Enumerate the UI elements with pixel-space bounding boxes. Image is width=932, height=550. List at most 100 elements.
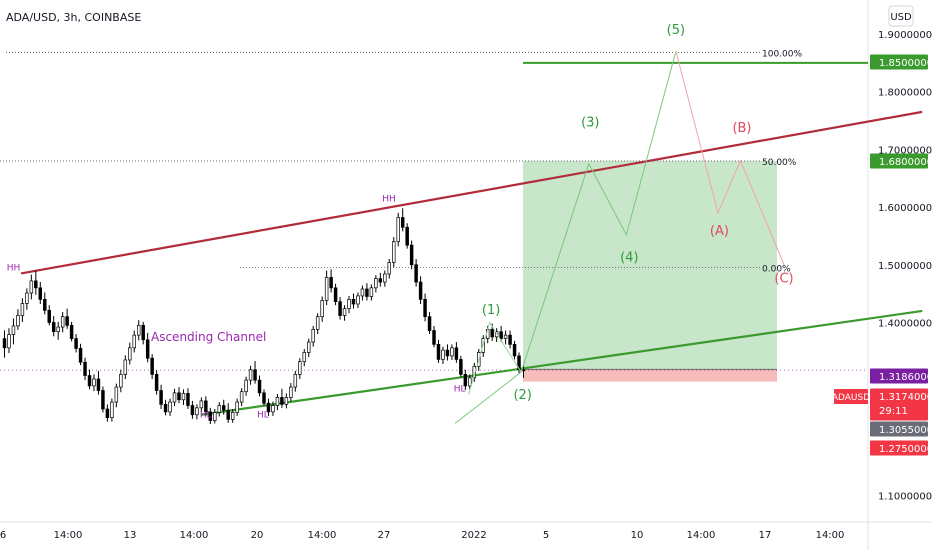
- candle: [150, 354, 154, 379]
- wave-label-5: (A): [710, 224, 729, 239]
- candle: [163, 399, 168, 416]
- candle-body: [145, 339, 150, 359]
- candle-body: [280, 397, 284, 405]
- candle: [315, 313, 320, 334]
- candle: [16, 309, 20, 330]
- candle-body: [257, 379, 262, 394]
- candle-body: [159, 390, 163, 405]
- time-tick-1: 14:00: [54, 530, 83, 541]
- candle-body: [244, 379, 248, 393]
- time-tick-9: 10: [631, 530, 644, 541]
- candle-body: [409, 244, 414, 266]
- candle-body: [396, 217, 400, 243]
- candle-body: [400, 217, 405, 228]
- candle: [320, 296, 324, 322]
- price-tick-2: 1.70000000: [878, 145, 932, 156]
- wave-label-6: (B): [732, 121, 751, 136]
- time-tick-3: 14:00: [180, 530, 209, 541]
- candle-body: [450, 347, 454, 357]
- candle-body: [383, 273, 387, 283]
- candle-body: [253, 369, 257, 381]
- price-badge-bg-3: [870, 388, 928, 421]
- candle: [289, 383, 293, 402]
- symbol-title: ADA/USD, 3h, COINBASE: [6, 11, 141, 24]
- price-tick-3: 1.60000000: [878, 203, 932, 214]
- candle-body: [307, 341, 311, 353]
- candle-body: [289, 386, 293, 398]
- candle-body: [141, 324, 145, 341]
- candle: [226, 403, 230, 423]
- candle-body: [503, 334, 508, 339]
- candle-body: [204, 400, 208, 413]
- fib-label-2: 0.00%: [762, 265, 791, 275]
- currency-label: USD: [890, 12, 912, 23]
- candle: [284, 393, 289, 409]
- candle-body: [360, 288, 365, 297]
- candle-body: [329, 277, 333, 289]
- candle-body: [365, 288, 369, 297]
- swing-label-3: HL: [257, 411, 269, 421]
- candle-body: [208, 411, 213, 421]
- price-badge-bg-0: [870, 54, 928, 70]
- candle-body: [315, 316, 320, 330]
- candle: [459, 355, 463, 378]
- fib-label-0: 100.00%: [762, 49, 802, 59]
- candle: [110, 398, 114, 422]
- time-tick-5: 14:00: [308, 530, 337, 541]
- candle: [298, 358, 302, 379]
- wave-label-4: (5): [667, 23, 685, 38]
- currency-button[interactable]: USD: [888, 5, 914, 27]
- candle-body: [150, 357, 154, 375]
- candle: [43, 292, 47, 315]
- candle: [338, 297, 342, 320]
- candle: [253, 361, 257, 384]
- candle: [78, 343, 83, 366]
- candle-body: [266, 402, 271, 413]
- candle: [248, 365, 253, 385]
- candle: [101, 386, 105, 413]
- candle-body: [168, 401, 172, 413]
- candle-body: [217, 405, 221, 413]
- candle-body: [177, 392, 181, 401]
- candle-body: [320, 300, 324, 318]
- candle: [47, 305, 51, 326]
- candle: [392, 237, 396, 268]
- candle-body: [239, 391, 244, 403]
- candle: [154, 370, 159, 395]
- time-tick-11: 17: [759, 530, 772, 541]
- candle-body: [405, 226, 409, 246]
- candle: [378, 272, 383, 287]
- candle: [450, 344, 454, 360]
- candle: [132, 330, 136, 353]
- candle-body: [248, 369, 253, 381]
- price-badge-5: 1.30550000: [879, 425, 932, 436]
- time-axis[interactable]: 6 14:00 13 14:00 20 14:00 27 2022 5 10 14:00 17 14:0…: [0, 530, 844, 541]
- candle-body: [132, 334, 136, 349]
- candle-body: [235, 401, 239, 413]
- candle-body: [51, 322, 56, 333]
- price-axis[interactable]: 1.90000000 1.80000000 1.70000000 1.60000000…: [832, 30, 932, 503]
- time-tick-7: 2022: [461, 530, 486, 541]
- candle: [213, 408, 217, 424]
- candle: [423, 293, 427, 322]
- candle: [445, 344, 450, 361]
- candle-body: [136, 324, 141, 336]
- position-zones: [523, 160, 777, 382]
- candle-body: [154, 374, 159, 391]
- candle: [347, 295, 351, 314]
- candle-body: [508, 334, 512, 345]
- candle-body: [25, 292, 29, 304]
- symbol-tag: ADAUSD: [832, 393, 870, 403]
- candle-body: [427, 316, 432, 331]
- candle: [2, 330, 7, 358]
- candle-body: [38, 287, 43, 300]
- candle: [181, 389, 186, 405]
- candle: [128, 342, 132, 365]
- candle: [7, 328, 11, 354]
- candle-body: [123, 359, 128, 375]
- swing-label-4: HL: [454, 385, 466, 395]
- candle-body: [378, 278, 383, 283]
- candle-body: [521, 369, 526, 372]
- candle: [20, 298, 25, 322]
